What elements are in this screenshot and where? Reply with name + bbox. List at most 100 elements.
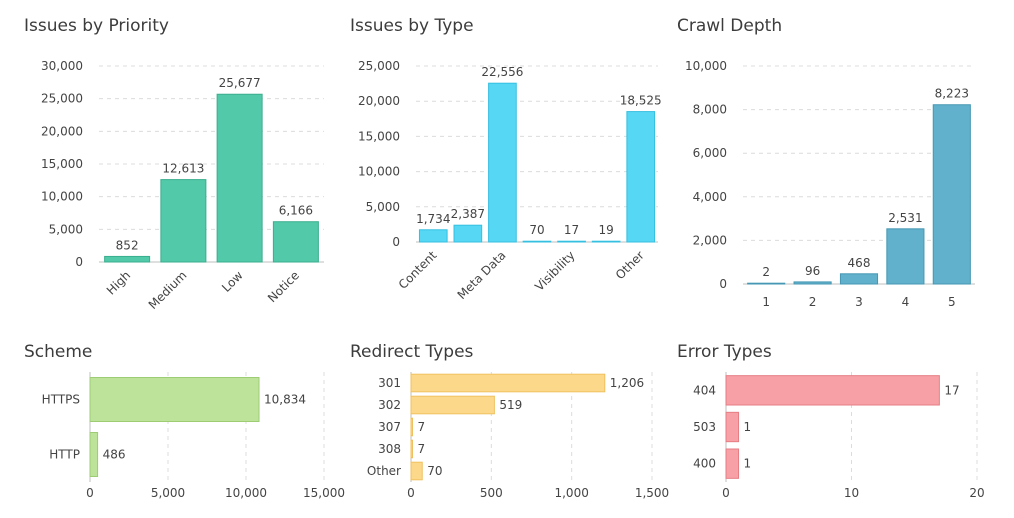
y-tick-label: 10,000 bbox=[358, 165, 400, 179]
data-label: 70 bbox=[427, 464, 442, 478]
y-tick-label: 5,000 bbox=[366, 200, 400, 214]
y-tick-label: 0 bbox=[719, 277, 727, 291]
data-label: 1,734 bbox=[416, 212, 450, 226]
x-tick-label: Visibility bbox=[532, 248, 577, 293]
y-tick-label: 301 bbox=[378, 376, 401, 390]
y-tick-label: 25,000 bbox=[41, 92, 83, 106]
data-label: 486 bbox=[103, 448, 126, 462]
x-tick-label: 10,000 bbox=[225, 486, 267, 500]
bar bbox=[725, 375, 940, 406]
bar bbox=[747, 282, 786, 285]
y-tick-label: 6,000 bbox=[693, 146, 727, 160]
x-tick-label: 0 bbox=[86, 486, 94, 500]
y-tick-label: 15,000 bbox=[41, 157, 83, 171]
x-tick-label: Low bbox=[219, 268, 246, 295]
x-tick-label: 5,000 bbox=[151, 486, 185, 500]
x-tick-label: 20 bbox=[969, 486, 984, 500]
data-label: 17 bbox=[944, 383, 959, 397]
bar bbox=[410, 439, 413, 459]
x-tick-label: 3 bbox=[855, 295, 863, 309]
y-tick-label: 4,000 bbox=[693, 190, 727, 204]
chart-title: Scheme bbox=[24, 342, 93, 362]
y-tick-label: HTTP bbox=[49, 448, 80, 462]
x-tick-label: 15,000 bbox=[303, 486, 345, 500]
chart-title: Crawl Depth bbox=[677, 16, 783, 36]
data-label: 12,613 bbox=[162, 162, 204, 176]
data-label: 96 bbox=[805, 264, 820, 278]
data-label: 519 bbox=[499, 398, 522, 412]
panel-redirect-types: Redirect Types 0 500 1,000 1,500 1,206 301 519… bbox=[350, 342, 670, 512]
x-tick-label: 5 bbox=[948, 295, 956, 309]
bar bbox=[725, 448, 740, 479]
y-tick-label: 25,000 bbox=[358, 59, 400, 73]
x-tick-label: Content bbox=[396, 248, 440, 292]
panel-crawl-depth: Crawl Depth 0 2,000 4,000 6,000 8,000 10,000 2… bbox=[677, 16, 987, 316]
issues-by-type-chart: 0 5,000 10,000 15,000 20,000 25,000 1,734 Conte… bbox=[358, 59, 662, 302]
bar bbox=[932, 104, 971, 285]
scheme-chart: 0 5,000 10,000 15,000 10,834 HTTPS 486 HTTP bbox=[42, 372, 345, 500]
bar bbox=[272, 221, 319, 263]
y-tick-label: 2,000 bbox=[693, 233, 727, 247]
chart-title: Issues by Type bbox=[350, 16, 474, 36]
bar bbox=[453, 224, 483, 243]
data-label: 19 bbox=[599, 223, 614, 237]
bar bbox=[839, 273, 879, 285]
y-tick-label: 10,000 bbox=[41, 190, 83, 204]
data-label: 468 bbox=[848, 256, 871, 270]
panel-issues-by-type: Issues by Type 0 5,000 10,000 15,000 20,000 2… bbox=[350, 16, 662, 306]
bar bbox=[410, 461, 423, 481]
x-tick-label: 10 bbox=[844, 486, 859, 500]
redirect-types-chart: 0 500 1,000 1,500 1,206 301 519 302 7 307 7 308 70 Ot… bbox=[367, 372, 669, 500]
data-label: 1 bbox=[744, 457, 752, 471]
x-tick-label: 500 bbox=[480, 486, 503, 500]
bar bbox=[89, 377, 260, 422]
panel-error-types: Error Types 0 10 20 17 404 1 503 1 400 bbox=[677, 342, 997, 512]
x-tick-label: 4 bbox=[902, 295, 910, 309]
bar bbox=[410, 373, 606, 393]
y-tick-label: 308 bbox=[378, 442, 401, 456]
bar bbox=[216, 93, 263, 263]
x-tick-label: 1 bbox=[762, 295, 770, 309]
x-tick-label: Other bbox=[613, 248, 647, 282]
y-tick-label: 20,000 bbox=[41, 124, 83, 138]
panel-scheme: Scheme 0 5,000 10,000 15,000 10,834 HTTPS 486 H… bbox=[24, 342, 345, 512]
x-tick-label: 2 bbox=[809, 295, 817, 309]
chart-title: Issues by Priority bbox=[24, 16, 169, 36]
chart-title: Error Types bbox=[677, 342, 772, 362]
data-label: 8,223 bbox=[935, 87, 969, 101]
bar bbox=[160, 179, 207, 263]
bar bbox=[410, 395, 495, 415]
crawl-depth-chart: 0 2,000 4,000 6,000 8,000 10,000 2 1 96 2 468 3 2,53… bbox=[685, 59, 975, 309]
data-label: 7 bbox=[418, 420, 426, 434]
bar bbox=[410, 417, 413, 437]
x-tick-label: High bbox=[104, 268, 133, 297]
y-tick-label: 20,000 bbox=[358, 94, 400, 108]
bar bbox=[522, 240, 552, 243]
data-label: 1,206 bbox=[610, 376, 644, 390]
data-label: 17 bbox=[564, 223, 579, 237]
data-label: 2 bbox=[762, 265, 770, 279]
bar bbox=[418, 229, 448, 243]
error-types-chart: 0 10 20 17 404 1 503 1 400 bbox=[693, 372, 985, 500]
bar bbox=[793, 281, 832, 285]
x-tick-label: Medium bbox=[146, 268, 190, 312]
y-tick-label: 8,000 bbox=[693, 103, 727, 117]
y-tick-label: 10,000 bbox=[685, 59, 727, 73]
y-tick-label: 404 bbox=[693, 383, 716, 397]
data-label: 22,556 bbox=[481, 65, 523, 79]
y-tick-label: 302 bbox=[378, 398, 401, 412]
data-label: 70 bbox=[529, 223, 544, 237]
y-tick-label: Other bbox=[367, 464, 401, 478]
y-tick-label: 503 bbox=[693, 420, 716, 434]
x-tick-label: Notice bbox=[265, 268, 302, 305]
bar bbox=[488, 82, 517, 243]
data-label: 10,834 bbox=[264, 393, 306, 407]
y-tick-label: 30,000 bbox=[41, 59, 83, 73]
y-tick-label: 0 bbox=[75, 255, 83, 269]
x-tick-label: 0 bbox=[722, 486, 730, 500]
data-label: 852 bbox=[116, 238, 139, 252]
data-label: 2,531 bbox=[888, 211, 922, 225]
bar bbox=[557, 240, 586, 243]
x-tick-label: 1,500 bbox=[635, 486, 669, 500]
bar bbox=[104, 255, 151, 263]
